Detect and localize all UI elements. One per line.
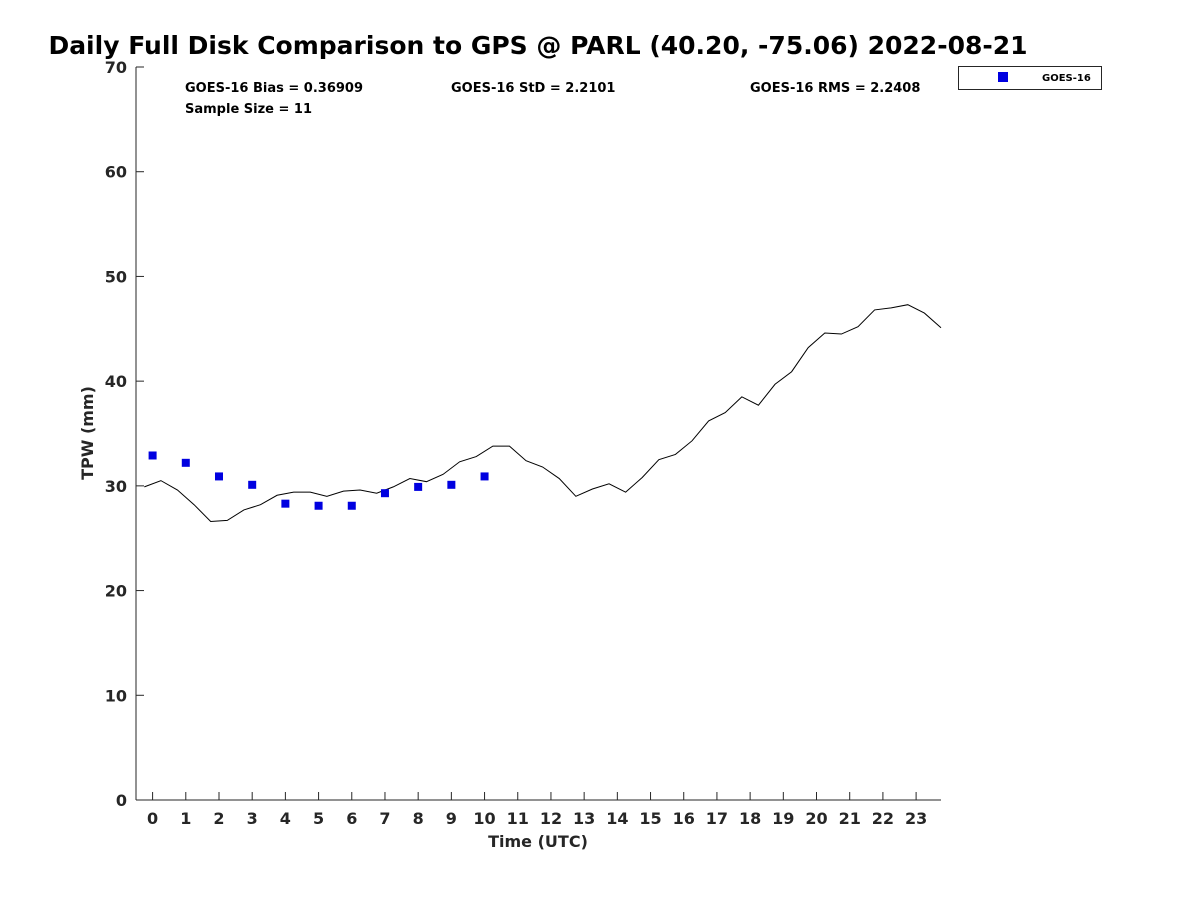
y-tick-label: 20 — [105, 582, 127, 601]
x-tick-label: 5 — [313, 809, 324, 828]
stat-std: GOES-16 StD = 2.2101 — [451, 81, 615, 96]
x-tick-label: 4 — [280, 809, 291, 828]
stat-bias: GOES-16 Bias = 0.36909 — [185, 81, 363, 96]
x-tick-label: 13 — [573, 809, 595, 828]
x-tick-label: 21 — [839, 809, 861, 828]
goes16-point — [181, 458, 190, 467]
x-tick-label: 22 — [872, 809, 894, 828]
x-tick-label: 2 — [213, 809, 224, 828]
x-tick-label: 11 — [507, 809, 529, 828]
x-axis-label: Time (UTC) — [488, 832, 588, 851]
x-tick-label: 0 — [147, 809, 158, 828]
x-tick-label: 15 — [639, 809, 661, 828]
y-tick-label: 60 — [105, 163, 127, 182]
x-tick-label: 7 — [379, 809, 390, 828]
x-tick-label: 1 — [180, 809, 191, 828]
series-layer — [144, 304, 942, 522]
legend-box — [958, 66, 1102, 90]
stat-rms: GOES-16 RMS = 2.2408 — [750, 81, 920, 96]
y-tick-label: 50 — [105, 267, 127, 286]
goes16-point — [380, 489, 389, 498]
plot-area — [135, 67, 941, 801]
x-tick-label: 12 — [540, 809, 562, 828]
x-tick-label: 10 — [473, 809, 495, 828]
x-ticks: 0 1 2 3 4 5 6 7 8 9 10 11 12 13 14 15 16 17 18 19 20 21 22 23 — [147, 792, 927, 828]
goes16-point — [248, 480, 257, 489]
x-tick-label: 8 — [413, 809, 424, 828]
goes16-point — [347, 501, 356, 510]
x-tick-label: 9 — [446, 809, 457, 828]
goes16-point — [281, 499, 290, 508]
legend: GOES-16 — [958, 66, 1102, 90]
stat-sample-size: Sample Size = 11 — [185, 102, 312, 117]
goes16-point — [447, 480, 456, 489]
y-tick-label: 0 — [116, 791, 127, 810]
y-tick-label: 70 — [105, 58, 127, 77]
goes16-point — [314, 501, 323, 510]
x-tick-label: 23 — [905, 809, 927, 828]
goes16-point — [148, 451, 157, 460]
y-axis-label: TPW (mm) — [78, 386, 97, 480]
gps-tpw-line — [144, 304, 942, 522]
y-ticks: 0 10 20 30 40 50 60 70 — [105, 58, 144, 810]
x-tick-label: 20 — [805, 809, 827, 828]
goes16-point — [414, 482, 423, 491]
y-tick-label: 30 — [105, 477, 127, 496]
chart-title: Daily Full Disk Comparison to GPS @ PARL… — [48, 31, 1027, 60]
x-tick-label: 6 — [346, 809, 357, 828]
x-tick-label: 3 — [247, 809, 258, 828]
legend-marker-goes16 — [998, 72, 1008, 82]
legend-label-goes16: GOES-16 — [1042, 73, 1091, 84]
x-tick-label: 14 — [606, 809, 628, 828]
x-tick-label: 17 — [706, 809, 728, 828]
x-tick-label: 18 — [739, 809, 761, 828]
goes16-point — [480, 472, 489, 481]
y-tick-label: 40 — [105, 372, 127, 391]
y-tick-label: 10 — [105, 686, 127, 705]
goes16-point — [214, 472, 223, 481]
x-tick-label: 16 — [673, 809, 695, 828]
x-tick-label: 19 — [772, 809, 794, 828]
